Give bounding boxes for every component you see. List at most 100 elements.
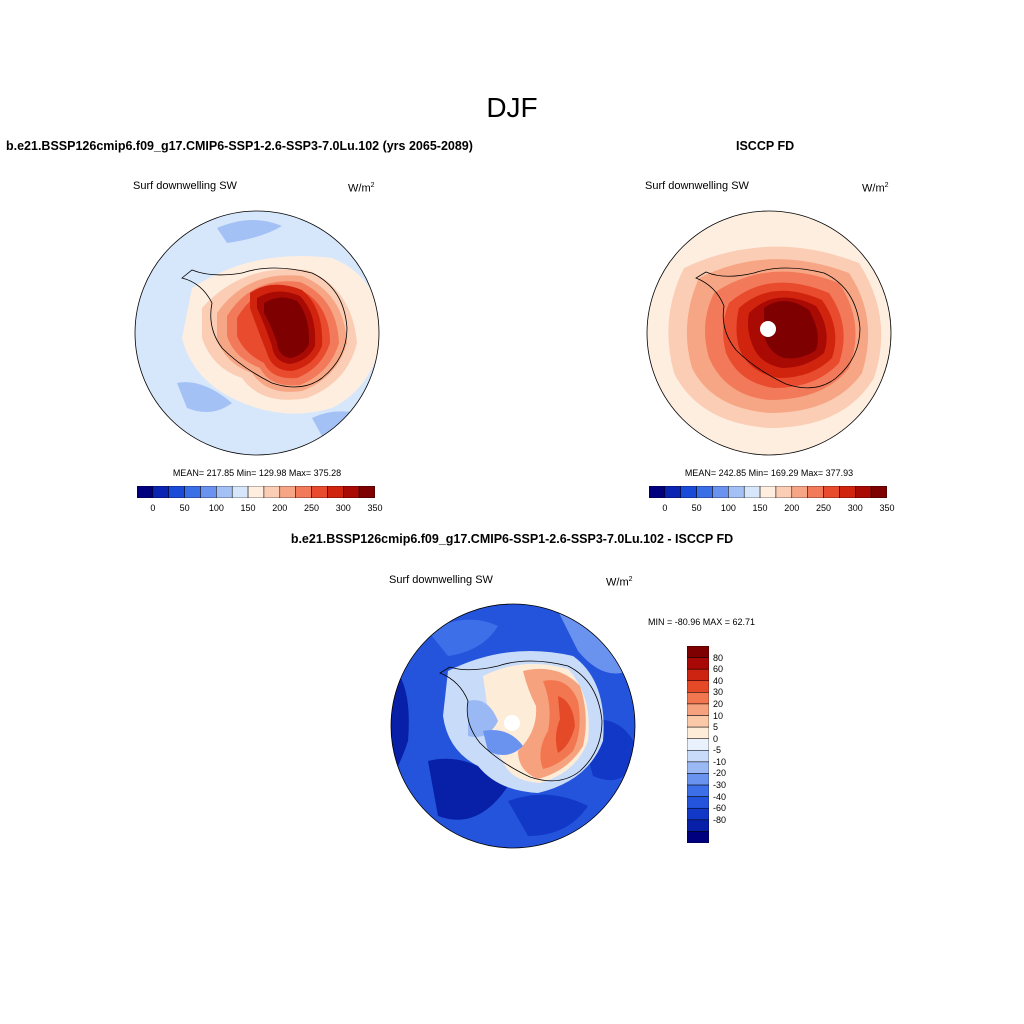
- colorbar-swatch: [687, 646, 709, 658]
- colorbar-swatch: [687, 784, 709, 797]
- obs-panel-title: ISCCP FD: [736, 139, 795, 153]
- colorbar-swatch: [687, 761, 709, 774]
- colorbar-swatch: [687, 692, 709, 705]
- colorbar-swatch: [687, 819, 709, 832]
- colorbar-tick-label: 0: [150, 503, 156, 513]
- model-panel-title: b.e21.BSSP126cmip6.f09_g17.CMIP6-SSP1-2.…: [6, 139, 473, 153]
- colorbar-swatch: [664, 486, 681, 498]
- colorbar-tick-label: -30: [713, 780, 727, 791]
- model-units-label: W/m2: [348, 182, 375, 195]
- colorbar-tick-label: 100: [208, 503, 224, 513]
- colorbar-swatch: [759, 486, 777, 498]
- colorbar-tick-label: 80: [713, 652, 724, 663]
- colorbar-tick-label: 350: [879, 503, 895, 513]
- colorbar-swatch: [687, 680, 709, 693]
- colorbar-swatch: [687, 750, 709, 763]
- diff-colorbar-labels: 80 60 40 30 20 10 5 0 -5 -10 -20 -30 -40 -60 -80: [713, 646, 753, 843]
- model-colorbar-labels: 0 50 100 150 200 250 300 350: [137, 503, 382, 515]
- diff-colorbar: [687, 646, 709, 843]
- colorbar-tick-label: -5: [713, 745, 722, 756]
- colorbar-swatch: [687, 807, 709, 821]
- colorbar-tick-label: 250: [304, 503, 320, 513]
- colorbar-swatch: [295, 486, 312, 498]
- colorbar-swatch: [775, 486, 793, 498]
- diff-polar-map: [390, 603, 636, 849]
- obs-variable-label: Surf downwelling SW: [645, 180, 749, 192]
- colorbar-tick-label: 60: [713, 664, 724, 675]
- colorbar-swatch: [279, 486, 296, 498]
- colorbar-swatch: [152, 486, 169, 498]
- colorbar-swatch: [311, 486, 328, 498]
- colorbar-tick-label: -20: [713, 768, 727, 779]
- colorbar-swatch: [184, 486, 201, 498]
- colorbar-tick-label: 150: [240, 503, 256, 513]
- model-polar-map: [134, 210, 380, 456]
- diff-panel-title: b.e21.BSSP126cmip6.f09_g17.CMIP6-SSP1-2.…: [290, 532, 734, 546]
- colorbar-tick-label: 5: [713, 722, 719, 733]
- colorbar-tick-label: 20: [713, 698, 724, 709]
- colorbar-tick-label: -80: [713, 814, 727, 825]
- colorbar-swatch: [687, 738, 709, 751]
- colorbar-swatch: [216, 486, 233, 498]
- colorbar-tick-label: 10: [713, 710, 724, 721]
- colorbar-swatch: [680, 486, 697, 498]
- diff-variable-label: Surf downwelling SW: [389, 574, 493, 586]
- obs-polar-map: [646, 210, 892, 456]
- model-stats: MEAN= 217.85 Min= 129.98 Max= 375.28: [172, 468, 342, 478]
- model-variable-label: Surf downwelling SW: [133, 180, 237, 192]
- colorbar-tick-label: 40: [713, 675, 724, 686]
- colorbar-swatch: [687, 831, 709, 843]
- colorbar-swatch: [358, 486, 375, 498]
- colorbar-swatch: [231, 486, 249, 498]
- colorbar-swatch: [168, 486, 185, 498]
- obs-stats: MEAN= 242.85 Min= 169.29 Max= 377.93: [684, 468, 854, 478]
- colorbar-swatch: [712, 486, 729, 498]
- colorbar-tick-label: -60: [713, 803, 727, 814]
- colorbar-swatch: [137, 486, 154, 498]
- model-colorbar: [137, 486, 375, 498]
- colorbar-tick-label: 250: [816, 503, 832, 513]
- colorbar-tick-label: 300: [847, 503, 863, 513]
- colorbar-tick-label: 0: [713, 733, 719, 744]
- obs-colorbar-labels: 0 50 100 150 200 250 300 350: [649, 503, 894, 515]
- colorbar-tick-label: 200: [272, 503, 288, 513]
- colorbar-tick-label: -10: [713, 756, 727, 767]
- colorbar-swatch: [823, 486, 840, 498]
- colorbar-swatch: [649, 486, 666, 498]
- colorbar-tick-label: 50: [179, 503, 190, 513]
- colorbar-swatch: [696, 486, 713, 498]
- colorbar-swatch: [687, 715, 709, 728]
- obs-colorbar: [649, 486, 887, 498]
- obs-units-label: W/m2: [862, 182, 889, 195]
- colorbar-swatch: [687, 796, 709, 809]
- colorbar-swatch: [870, 486, 887, 498]
- colorbar-swatch: [247, 486, 265, 498]
- colorbar-tick-label: 200: [784, 503, 800, 513]
- colorbar-swatch: [687, 726, 709, 739]
- colorbar-swatch: [687, 773, 709, 786]
- colorbar-swatch: [263, 486, 281, 498]
- colorbar-tick-label: 300: [335, 503, 351, 513]
- colorbar-swatch: [343, 486, 360, 498]
- colorbar-tick-label: 50: [691, 503, 702, 513]
- colorbar-swatch: [687, 703, 709, 716]
- colorbar-tick-label: 30: [713, 687, 724, 698]
- season-title: DJF: [486, 92, 538, 123]
- diff-minmax: MIN = -80.96 MAX = 62.71: [648, 617, 756, 627]
- colorbar-swatch: [200, 486, 217, 498]
- colorbar-swatch: [839, 486, 856, 498]
- colorbar-swatch: [855, 486, 872, 498]
- colorbar-tick-label: 0: [662, 503, 668, 513]
- colorbar-tick-label: 350: [367, 503, 383, 513]
- colorbar-swatch: [728, 486, 745, 498]
- colorbar-tick-label: 150: [752, 503, 768, 513]
- colorbar-tick-label: -40: [713, 791, 727, 802]
- colorbar-swatch: [687, 668, 709, 682]
- colorbar-swatch: [743, 486, 761, 498]
- colorbar-swatch: [327, 486, 344, 498]
- colorbar-tick-label: 100: [720, 503, 736, 513]
- colorbar-swatch: [791, 486, 808, 498]
- colorbar-swatch: [807, 486, 824, 498]
- diff-units-label: W/m2: [606, 576, 633, 589]
- colorbar-swatch: [687, 657, 709, 670]
